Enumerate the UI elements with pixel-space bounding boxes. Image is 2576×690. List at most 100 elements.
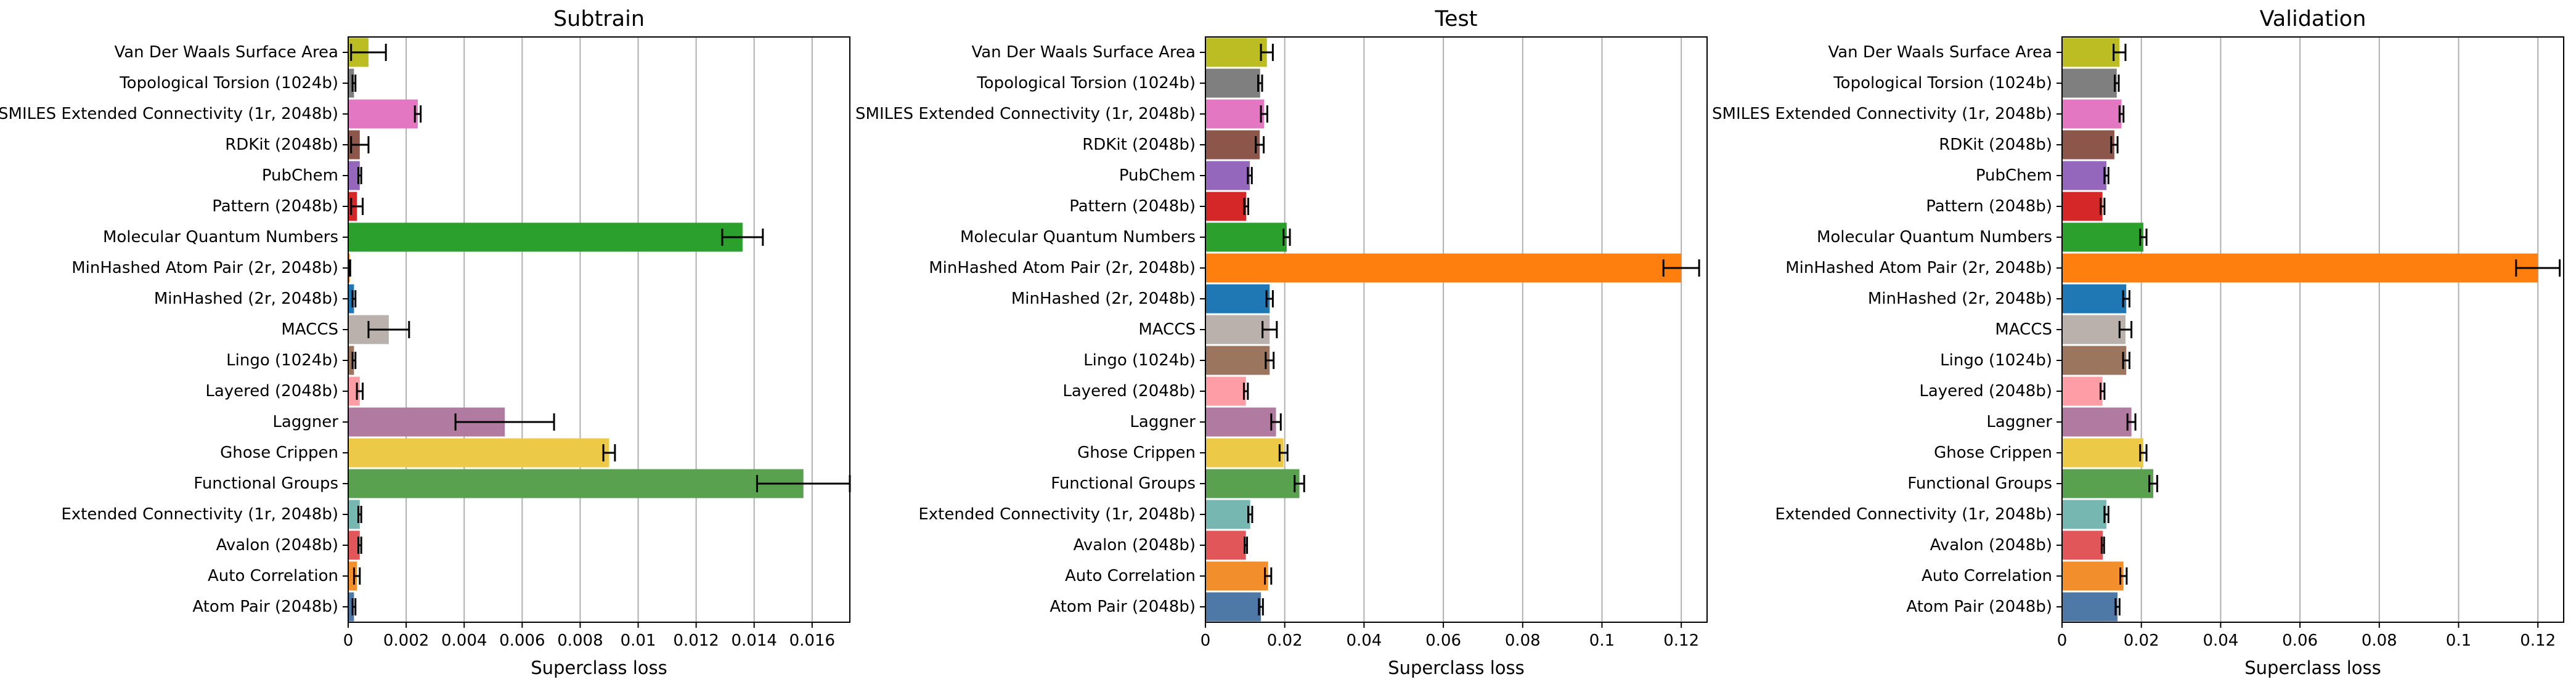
y-tick-label: Extended Connectivity (1r, 2048b) <box>61 505 338 524</box>
y-tick-label: MinHashed Atom Pair (2r, 2048b) <box>1785 259 2052 277</box>
y-tick-label: MinHashed (2r, 2048b) <box>154 290 338 308</box>
bar <box>1205 68 1260 98</box>
x-tick-label: 0 <box>1200 631 1211 650</box>
x-axis-label: Superclass loss <box>531 657 667 678</box>
x-tick-label: 0.01 <box>621 631 656 650</box>
y-tick-label: Auto Correlation <box>208 567 338 585</box>
y-tick-label: Van Der Waals Surface Area <box>1828 43 2052 62</box>
x-tick-label: 0.002 <box>383 631 429 650</box>
bar <box>2062 222 2143 252</box>
x-tick-label: 0.12 <box>1663 631 1699 650</box>
y-tick-label: Auto Correlation <box>1065 567 1196 585</box>
y-tick-label: Laggner <box>1130 413 1196 431</box>
bar <box>1205 315 1270 344</box>
y-tick-label: Layered (2048b) <box>1062 382 1196 400</box>
bar <box>2062 469 2153 498</box>
x-tick-label: 0.1 <box>1589 631 1615 650</box>
y-tick-label: Laggner <box>272 413 338 431</box>
bar <box>2062 161 2107 190</box>
bar <box>2062 192 2103 221</box>
y-tick-label: Extended Connectivity (1r, 2048b) <box>918 505 1196 524</box>
y-tick-label: SMILES Extended Connectivity (1r, 2048b) <box>855 105 1196 123</box>
x-tick-label: 0.1 <box>2446 631 2471 650</box>
y-tick-label: Ghose Crippen <box>1934 444 2052 462</box>
y-tick-label: Lingo (1024b) <box>1083 351 1196 370</box>
x-tick-label: 0.06 <box>2282 631 2318 650</box>
bar <box>2062 130 2114 160</box>
bar <box>2062 561 2124 591</box>
y-tick-label: PubChem <box>1976 166 2052 185</box>
bar <box>2062 530 2103 560</box>
y-tick-label: Layered (2048b) <box>1919 382 2052 400</box>
x-tick-label: 0.12 <box>2520 631 2556 650</box>
y-tick-label: MACCS <box>1138 320 1196 339</box>
x-tick-label: 0.04 <box>1346 631 1382 650</box>
x-tick-label: 0 <box>2057 631 2068 650</box>
bar <box>2062 407 2132 437</box>
y-tick-label: MACCS <box>1995 320 2052 339</box>
y-tick-label: MACCS <box>281 320 338 339</box>
bar <box>1205 130 1260 160</box>
panel-subtrain: Van Der Waals Surface Area Topological To… <box>0 7 851 678</box>
y-tick-label: Lingo (1024b) <box>226 351 338 370</box>
y-tick-label: Pattern (2048b) <box>1069 197 1196 216</box>
x-axis-label: Superclass loss <box>2244 657 2381 678</box>
bar <box>1205 530 1246 560</box>
bar <box>1205 592 1262 622</box>
x-tick-label: 0.02 <box>1267 631 1303 650</box>
y-tick-label: PubChem <box>1119 166 1196 185</box>
chart-title: Test <box>1435 7 1478 31</box>
x-tick-label: 0.006 <box>499 631 545 650</box>
x-tick-label: 0.004 <box>441 631 487 650</box>
bar <box>1205 469 1300 498</box>
y-tick-label: RDKit (2048b) <box>1939 136 2052 154</box>
y-tick-label: Lingo (1024b) <box>1940 351 2052 370</box>
bar <box>348 222 743 252</box>
bar <box>348 346 354 375</box>
y-tick-label: MinHashed Atom Pair (2r, 2048b) <box>71 259 338 277</box>
y-tick-label: Van Der Waals Surface Area <box>971 43 1196 62</box>
y-tick-label: Layered (2048b) <box>205 382 338 400</box>
panel-test: Van Der Waals Surface Area Topological To… <box>855 7 1708 678</box>
y-tick-label: Atom Pair (2048b) <box>1050 598 1196 616</box>
y-tick-label: Topological Torsion (1024b) <box>1833 74 2052 92</box>
axes-frame <box>348 36 850 623</box>
y-tick-label: SMILES Extended Connectivity (1r, 2048b) <box>0 105 338 123</box>
y-tick-label: Topological Torsion (1024b) <box>976 74 1196 92</box>
bar <box>1205 500 1250 529</box>
y-tick-label: Functional Groups <box>194 474 338 493</box>
y-tick-label: MinHashed (2r, 2048b) <box>1868 290 2052 308</box>
bar <box>1205 253 1682 283</box>
y-tick-label: RDKit (2048b) <box>225 136 338 154</box>
y-tick-label: MinHashed Atom Pair (2r, 2048b) <box>929 259 1196 277</box>
bar <box>348 99 418 129</box>
y-tick-label: Molecular Quantum Numbers <box>960 228 1196 246</box>
bar <box>348 68 354 98</box>
bar <box>2062 253 2538 283</box>
bar <box>1205 99 1265 129</box>
bar <box>2062 68 2117 98</box>
bar <box>348 469 804 498</box>
bar <box>2062 500 2107 529</box>
y-tick-label: RDKit (2048b) <box>1082 136 1196 154</box>
x-axis-label: Superclass loss <box>1388 657 1525 678</box>
bar <box>2062 99 2122 129</box>
y-tick-label: Ghose Crippen <box>1077 444 1196 462</box>
bar <box>2062 315 2126 344</box>
y-tick-label: Extended Connectivity (1r, 2048b) <box>1775 505 2052 524</box>
bar <box>2062 284 2127 314</box>
y-tick-label: Functional Groups <box>1051 474 1196 493</box>
y-tick-label: Van Der Waals Surface Area <box>114 43 338 62</box>
bar <box>1205 161 1250 190</box>
y-tick-label: Ghose Crippen <box>220 444 338 462</box>
y-tick-label: Laggner <box>1986 413 2052 431</box>
y-tick-label: Molecular Quantum Numbers <box>103 228 338 246</box>
y-tick-label: Pattern (2048b) <box>212 197 338 216</box>
x-tick-label: 0.08 <box>1505 631 1541 650</box>
bar <box>2062 438 2143 468</box>
y-tick-label: Auto Correlation <box>1922 567 2052 585</box>
y-tick-label: Atom Pair (2048b) <box>1906 598 2052 616</box>
bar <box>1205 284 1270 314</box>
y-tick-label: Functional Groups <box>1907 474 2052 493</box>
